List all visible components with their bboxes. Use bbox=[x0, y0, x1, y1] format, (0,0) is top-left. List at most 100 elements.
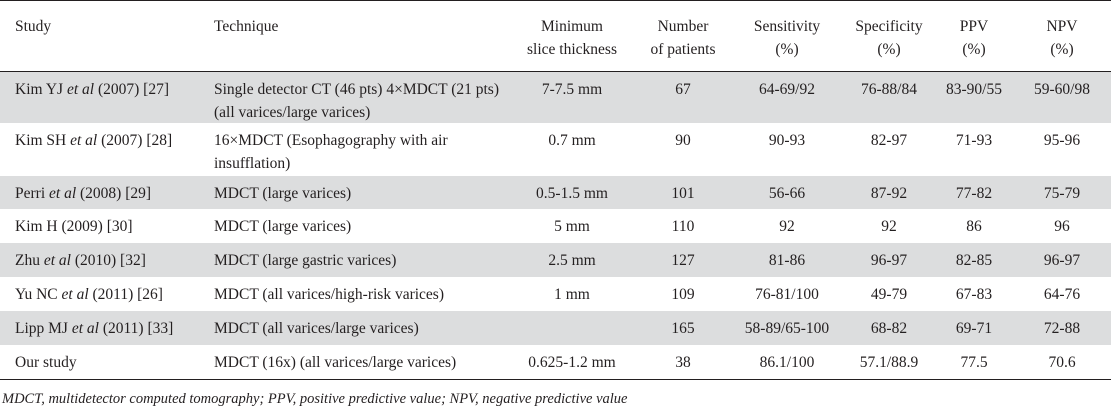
study-et-al: et al bbox=[71, 320, 99, 337]
table-row: Kim YJ et al (2007) [27] Single detector … bbox=[0, 72, 1111, 123]
cell-ppv: 69-71 bbox=[955, 320, 993, 337]
cell-ppv: 82-85 bbox=[955, 252, 993, 269]
cell-technique: MDCT (all varices/large varices) bbox=[214, 320, 419, 337]
study-author: Kim YJ bbox=[15, 81, 67, 98]
study-year-ref: (2011) [26] bbox=[88, 286, 163, 303]
cell-npv: 96-97 bbox=[1043, 252, 1081, 269]
table-row: Kim SH et al (2007) [28] 16×MDCT (Esophag… bbox=[0, 123, 1111, 176]
cell-sensitivity: 92 bbox=[779, 218, 795, 235]
cell-min-slice: 1 mm bbox=[554, 286, 590, 303]
cell-npv: 75-79 bbox=[1043, 185, 1081, 202]
cell-sensitivity: 64-69/92 bbox=[759, 81, 815, 98]
cell-technique: 16×MDCT (Esophagography with air insuffl… bbox=[214, 132, 448, 172]
header-sensitivity-line2: (%) bbox=[775, 41, 799, 58]
header-min-slice-line1: Minimum bbox=[540, 18, 603, 35]
header-ppv-line1: PPV bbox=[959, 18, 989, 35]
study-et-al: et al bbox=[43, 252, 71, 269]
header-specificity-line1: Specificity bbox=[855, 18, 923, 35]
cell-specificity: 49-79 bbox=[870, 286, 908, 303]
header-sensitivity: Sensitivity (%) bbox=[736, 15, 838, 61]
study-et-al: et al bbox=[49, 185, 77, 202]
cell-sensitivity: 56-66 bbox=[768, 185, 806, 202]
cell-specificity: 68-82 bbox=[870, 320, 908, 337]
cell-npv: 64-76 bbox=[1043, 286, 1081, 303]
cell-specificity: 76-88/84 bbox=[861, 81, 917, 98]
cell-study: Kim H (2009) [30] bbox=[15, 215, 210, 238]
study-et-al: et al bbox=[66, 81, 95, 98]
cell-patients: 165 bbox=[671, 320, 695, 337]
study-year-ref: (2011) [33] bbox=[98, 320, 174, 337]
header-patients-line1: Number bbox=[657, 18, 709, 35]
study-year-ref: (2007) [27] bbox=[94, 81, 169, 98]
cell-technique: MDCT (large varices) bbox=[214, 185, 352, 202]
cell-study: Yu NC et al (2011) [26] bbox=[15, 283, 210, 306]
cell-study: Our study bbox=[15, 351, 210, 374]
cell-min-slice: 7-7.5 mm bbox=[541, 81, 603, 98]
comparison-table: Study Technique Minimum slice thickness … bbox=[0, 0, 1111, 380]
table-footnote: MDCT, multidetector computed tomography;… bbox=[2, 391, 628, 407]
cell-sensitivity: 76-81/100 bbox=[755, 286, 819, 303]
study-et-al: et al bbox=[61, 286, 89, 303]
table-row: Lipp MJ et al (2011) [33] MDCT (all varic… bbox=[0, 311, 1111, 345]
cell-specificity: 82-97 bbox=[870, 132, 908, 149]
cell-patients: 67 bbox=[675, 81, 691, 98]
cell-npv: 70.6 bbox=[1048, 354, 1076, 371]
cell-min-slice: 0.5-1.5 mm bbox=[536, 185, 608, 202]
cell-sensitivity: 90-93 bbox=[768, 132, 806, 149]
cell-min-slice: 2.5 mm bbox=[548, 252, 596, 269]
table-row: Kim H (2009) [30] MDCT (large varices) 5 m… bbox=[0, 209, 1111, 243]
study-author: Lipp MJ bbox=[15, 320, 72, 337]
cell-patients: 101 bbox=[671, 185, 695, 202]
cell-ppv: 86 bbox=[966, 218, 982, 235]
cell-ppv: 71-93 bbox=[955, 132, 993, 149]
header-npv-line2: (%) bbox=[1050, 41, 1074, 58]
header-patients: Number of patients bbox=[636, 15, 730, 61]
header-npv: NPV (%) bbox=[1020, 15, 1104, 61]
study-author: Kim SH bbox=[15, 132, 71, 149]
study-year-ref: (2007) [28] bbox=[97, 132, 173, 149]
study-author: Our study bbox=[15, 354, 77, 371]
cell-patients: 90 bbox=[675, 132, 691, 149]
cell-patients: 110 bbox=[671, 218, 695, 235]
cell-ppv: 77.5 bbox=[960, 354, 988, 371]
cell-technique: MDCT (large varices) bbox=[214, 218, 352, 235]
cell-npv: 95-96 bbox=[1043, 132, 1081, 149]
cell-min-slice: 5 mm bbox=[554, 218, 590, 235]
cell-study: Lipp MJ et al (2011) [33] bbox=[15, 317, 210, 340]
cell-study: Zhu et al (2010) [32] bbox=[15, 249, 210, 272]
cell-patients: 127 bbox=[671, 252, 695, 269]
table-row: Zhu et al (2010) [32] MDCT (large gastric… bbox=[0, 243, 1111, 277]
study-et-al: et al bbox=[70, 132, 98, 149]
cell-patients: 38 bbox=[675, 354, 691, 371]
cell-technique: MDCT (large gastric varices) bbox=[214, 252, 397, 269]
cell-specificity: 57.1/88.9 bbox=[859, 354, 919, 371]
cell-npv: 72-88 bbox=[1043, 320, 1081, 337]
cell-min-slice: 0.7 mm bbox=[548, 132, 596, 149]
table-row: Our study MDCT (16x) (all varices/large v… bbox=[0, 345, 1111, 380]
study-author: Kim H (2009) [30] bbox=[15, 218, 133, 235]
cell-specificity: 96-97 bbox=[870, 252, 908, 269]
study-author: Zhu bbox=[15, 252, 44, 269]
cell-technique: MDCT (all varices/high-risk varices) bbox=[214, 286, 444, 303]
cell-study: Kim YJ et al (2007) [27] bbox=[15, 78, 210, 101]
cell-study: Perri et al (2008) [29] bbox=[15, 182, 210, 205]
cell-npv: 59-60/98 bbox=[1034, 81, 1090, 98]
header-min-slice-line2: slice thickness bbox=[527, 41, 617, 58]
study-year-ref: (2010) [32] bbox=[70, 252, 146, 269]
header-ppv: PPV (%) bbox=[937, 15, 1011, 61]
cell-specificity: 87-92 bbox=[870, 185, 908, 202]
cell-ppv: 67-83 bbox=[955, 286, 993, 303]
cell-patients: 109 bbox=[671, 286, 695, 303]
header-study: Study bbox=[15, 18, 52, 35]
cell-npv: 96 bbox=[1054, 218, 1070, 235]
header-ppv-line2: (%) bbox=[962, 41, 986, 58]
header-specificity-line2: (%) bbox=[877, 41, 901, 58]
cell-min-slice: 0.625-1.2 mm bbox=[528, 354, 616, 371]
header-sensitivity-line1: Sensitivity bbox=[753, 18, 821, 35]
cell-ppv: 83-90/55 bbox=[946, 81, 1002, 98]
study-author: Yu NC bbox=[15, 286, 62, 303]
table-row: Yu NC et al (2011) [26] MDCT (all varices… bbox=[0, 277, 1111, 311]
header-npv-line1: NPV bbox=[1046, 18, 1078, 35]
table-body: Kim YJ et al (2007) [27] Single detector … bbox=[0, 72, 1111, 380]
cell-technique: Single detector CT (46 pts) 4×MDCT (21 p… bbox=[214, 81, 499, 121]
